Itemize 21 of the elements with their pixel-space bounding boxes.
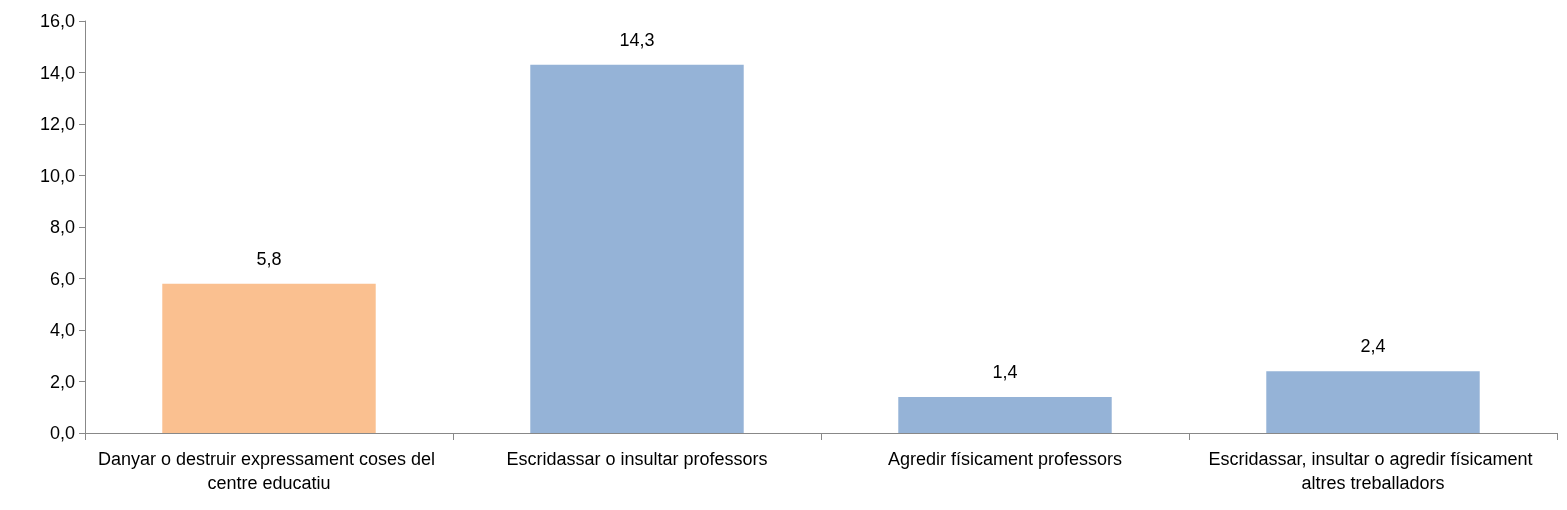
x-tick-label: Danyar o destruir expressament coses del centre educatiu xyxy=(97,449,441,493)
bar xyxy=(530,64,744,433)
data-label: 14,3 xyxy=(619,29,655,50)
data-label: 5,8 xyxy=(256,248,282,269)
y-tick-label: 16,0 xyxy=(39,11,75,31)
x-tick-label: Escridassar o insultar professors xyxy=(506,449,768,469)
x-tick-label: Agredir físicament professors xyxy=(887,449,1123,469)
y-tick-label: 6,0 xyxy=(49,268,75,289)
bar xyxy=(898,396,1112,433)
x-tick-label: Escridassar, insultar o agredir físicament altres treballadors xyxy=(1208,449,1538,493)
data-label: 1,4 xyxy=(992,361,1018,382)
y-tick-label: 14,0 xyxy=(39,62,75,83)
y-tick-label: 2,0 xyxy=(49,371,75,392)
y-tick-label: 10,0 xyxy=(39,165,75,186)
y-tick-label: 4,0 xyxy=(49,320,75,340)
y-tick-label: 0,0 xyxy=(49,423,75,443)
y-tick-label: 12,0 xyxy=(39,114,75,134)
bar xyxy=(162,283,376,433)
bar xyxy=(1266,371,1480,433)
data-label: 2,4 xyxy=(1360,336,1386,357)
y-tick-label: 8,0 xyxy=(49,217,75,237)
